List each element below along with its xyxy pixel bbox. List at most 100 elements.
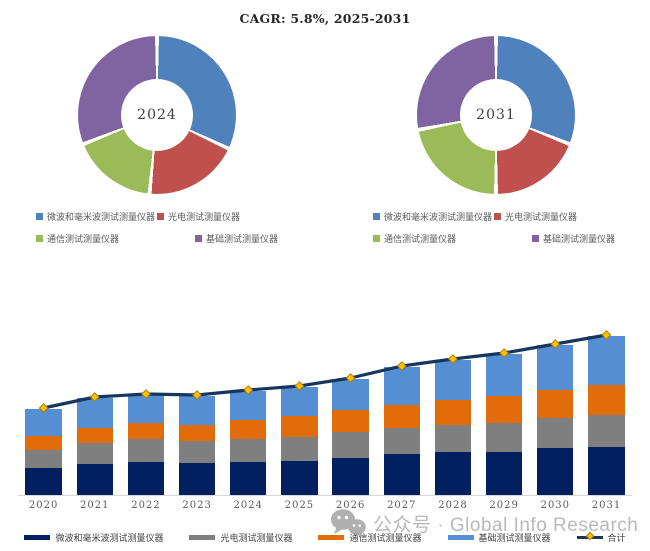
bar-segment: [332, 432, 369, 458]
legend-swatch-blue: [36, 212, 43, 220]
legend-item-total: 合计: [576, 531, 626, 544]
legend-swatch: [24, 535, 51, 540]
x-axis-label: 2024: [233, 500, 263, 511]
bar-segment: [332, 458, 369, 495]
donut-legend-2031: 微波和毫米波测试测量仪器 光电测试测量仪器 通信测试测量仪器 基础测试测量仪器: [373, 210, 650, 254]
legend-item: 基础测试测量仪器: [195, 232, 278, 245]
legend-label: 基础测试测量仪器: [478, 534, 551, 544]
bar-segment: [230, 391, 267, 420]
x-axis-labels: 2020 2021 2022 2023 2024 2025 2026 2027 2028 2029…: [18, 500, 632, 511]
x-axis-label: 2025: [284, 500, 315, 511]
bar-column-2025: [274, 320, 325, 495]
x-axis-label: 2022: [131, 500, 161, 511]
legend-item: 光电测试测量仪器: [494, 210, 577, 223]
bar-stack: [178, 396, 216, 495]
bar-stack: [434, 360, 472, 495]
legend-swatch: [318, 535, 345, 540]
bar-segment: [332, 410, 369, 432]
legend-label: 通信测试测量仪器: [47, 234, 120, 245]
bar-stack: [25, 409, 62, 495]
page-title: CAGR: 5.8%, 2025-2031: [239, 11, 411, 26]
legend-label: 微波和毫米波测试测量仪器: [47, 212, 156, 223]
legend-swatch-purple: [195, 234, 202, 242]
bar-segment: [178, 396, 216, 425]
bar-segment: [25, 468, 62, 495]
legend-item: 光电测试测量仪器: [189, 531, 292, 544]
bar-segment: [537, 345, 574, 390]
bar-segment: [485, 354, 523, 396]
legend-item: 基础测试测量仪器: [532, 232, 615, 245]
bar-chart-legend: 微波和毫米波测试测量仪器 光电测试测量仪器 通信测试测量仪器 基础测试测量仪器 合计: [0, 531, 650, 544]
bar-column-2021: [69, 320, 120, 495]
bar-segment: [537, 418, 574, 448]
bar-segment: [485, 396, 523, 423]
bar-segment: [127, 439, 165, 462]
bar-segment: [178, 463, 216, 495]
donut-hole: 2024: [121, 79, 193, 151]
bar-segment: [332, 379, 369, 410]
legend-diamond-marker: [585, 531, 594, 541]
bar-segment: [25, 409, 62, 436]
bar-segment: [434, 360, 472, 400]
bar-stack: [230, 391, 267, 495]
bar-stack: [332, 379, 369, 495]
legend-row: 通信测试测量仪器 基础测试测量仪器: [36, 232, 336, 245]
legend-swatch-red: [157, 212, 164, 220]
bar-segment: [434, 425, 472, 452]
bar-column-2030: [530, 320, 581, 495]
bar-segment: [127, 423, 165, 439]
legend-item: 光电测试测量仪器: [157, 210, 240, 223]
bar-segment: [383, 405, 420, 428]
bar-segment: [230, 420, 267, 439]
legend-item: 微波和毫米波测试测量仪器: [36, 210, 157, 223]
bar-segment: [485, 423, 523, 452]
legend-row: 微波和毫米波测试测量仪器 光电测试测量仪器: [373, 210, 650, 223]
bar-segment: [25, 436, 62, 450]
legend-item: 通信测试测量仪器: [373, 232, 532, 245]
legend-label: 微波和毫米波测试测量仪器: [55, 534, 164, 544]
bar-segment: [127, 462, 165, 495]
donut-center-label: 2024: [137, 107, 177, 123]
legend-item: 微波和毫米波测试测量仪器: [24, 531, 163, 544]
bar-segment: [281, 387, 318, 416]
legend-label: 合计: [607, 534, 626, 544]
bar-column-2022: [120, 320, 171, 495]
bar-stack: [537, 345, 574, 495]
bar-segment: [230, 439, 267, 462]
x-axis-label: 2030: [540, 500, 571, 511]
bar-column-2028: [427, 320, 478, 495]
legend-item: 通信测试测量仪器: [36, 232, 195, 245]
bar-column-2029: [479, 320, 530, 495]
donut-chart-2031: 2031: [417, 36, 575, 194]
bar-segment: [537, 390, 574, 418]
bar-stack: [76, 398, 113, 495]
x-axis-label: 2029: [489, 500, 519, 511]
bar-stack: [127, 395, 165, 495]
legend-label: 光电测试测量仪器: [505, 212, 578, 223]
x-axis-label: 2023: [182, 500, 212, 511]
bar-segment: [588, 336, 625, 385]
bar-column-2024: [223, 320, 274, 495]
bar-segment: [383, 367, 420, 405]
legend-item: 微波和毫米波测试测量仪器: [373, 210, 494, 223]
legend-line-symbol: [576, 531, 603, 541]
legend-swatch-red: [494, 212, 501, 220]
legend-label: 通信测试测量仪器: [349, 534, 422, 544]
bar-segment: [76, 428, 113, 443]
bar-stack: [485, 354, 523, 495]
x-axis-label: 2031: [591, 500, 622, 511]
x-axis-label: 2021: [80, 500, 110, 511]
donut-legend-2024: 微波和毫米波测试测量仪器 光电测试测量仪器 通信测试测量仪器 基础测试测量仪器: [36, 210, 336, 254]
bar-segment: [178, 425, 216, 441]
bar-segment: [25, 450, 62, 468]
legend-label: 光电测试测量仪器: [220, 534, 293, 544]
bar-segment: [127, 395, 165, 423]
legend-swatch: [447, 535, 474, 540]
bar-segment: [434, 400, 472, 425]
bar-segment: [281, 416, 318, 437]
bar-segment: [281, 461, 318, 495]
bar-column-2020: [18, 320, 69, 495]
bar-segment: [281, 437, 318, 461]
bar-segment: [178, 441, 216, 463]
